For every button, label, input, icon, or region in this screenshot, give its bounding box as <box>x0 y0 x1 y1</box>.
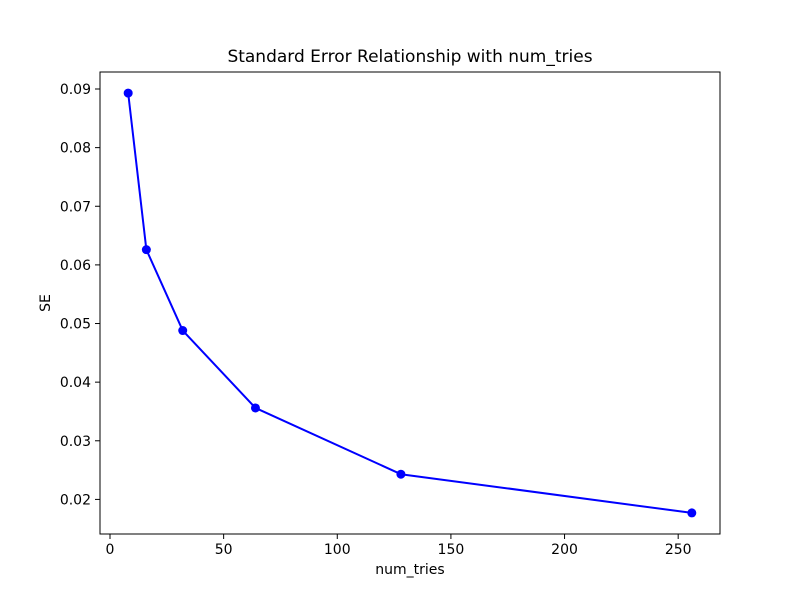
y-tick-label: 0.02 <box>60 492 91 508</box>
data-point-marker <box>178 326 188 336</box>
y-axis-label: SE <box>38 294 54 312</box>
chart-dynamic-layer: 0 50 100 150 200 250 0.02 0.03 0.04 0.05 0.06 0.07 0… <box>60 82 697 558</box>
chart-title: Standard Error Relationship with num_tri… <box>227 47 592 67</box>
y-tick-label: 0.05 <box>60 317 91 333</box>
data-point-marker <box>396 469 406 479</box>
data-point-marker <box>250 403 260 413</box>
data-point-marker <box>123 88 133 98</box>
x-tick-label: 200 <box>551 542 578 558</box>
x-tick-label: 150 <box>438 542 465 558</box>
data-point-marker <box>141 245 151 255</box>
y-tick-label: 0.07 <box>60 199 91 215</box>
x-tick-label: 100 <box>324 542 351 558</box>
plot-area-frame <box>99 71 721 535</box>
y-tick-label: 0.08 <box>60 141 91 157</box>
y-tick-label: 0.06 <box>60 258 91 274</box>
x-tick-label: 0 <box>106 542 115 558</box>
y-tick-label: 0.03 <box>60 434 91 450</box>
y-tick-label: 0.04 <box>60 375 91 391</box>
x-tick-label: 50 <box>215 542 233 558</box>
x-axis-label: num_tries <box>375 562 444 578</box>
data-line <box>127 92 693 514</box>
x-tick-label: 250 <box>665 542 692 558</box>
data-point-marker <box>687 508 697 518</box>
y-tick-label: 0.09 <box>60 82 91 98</box>
